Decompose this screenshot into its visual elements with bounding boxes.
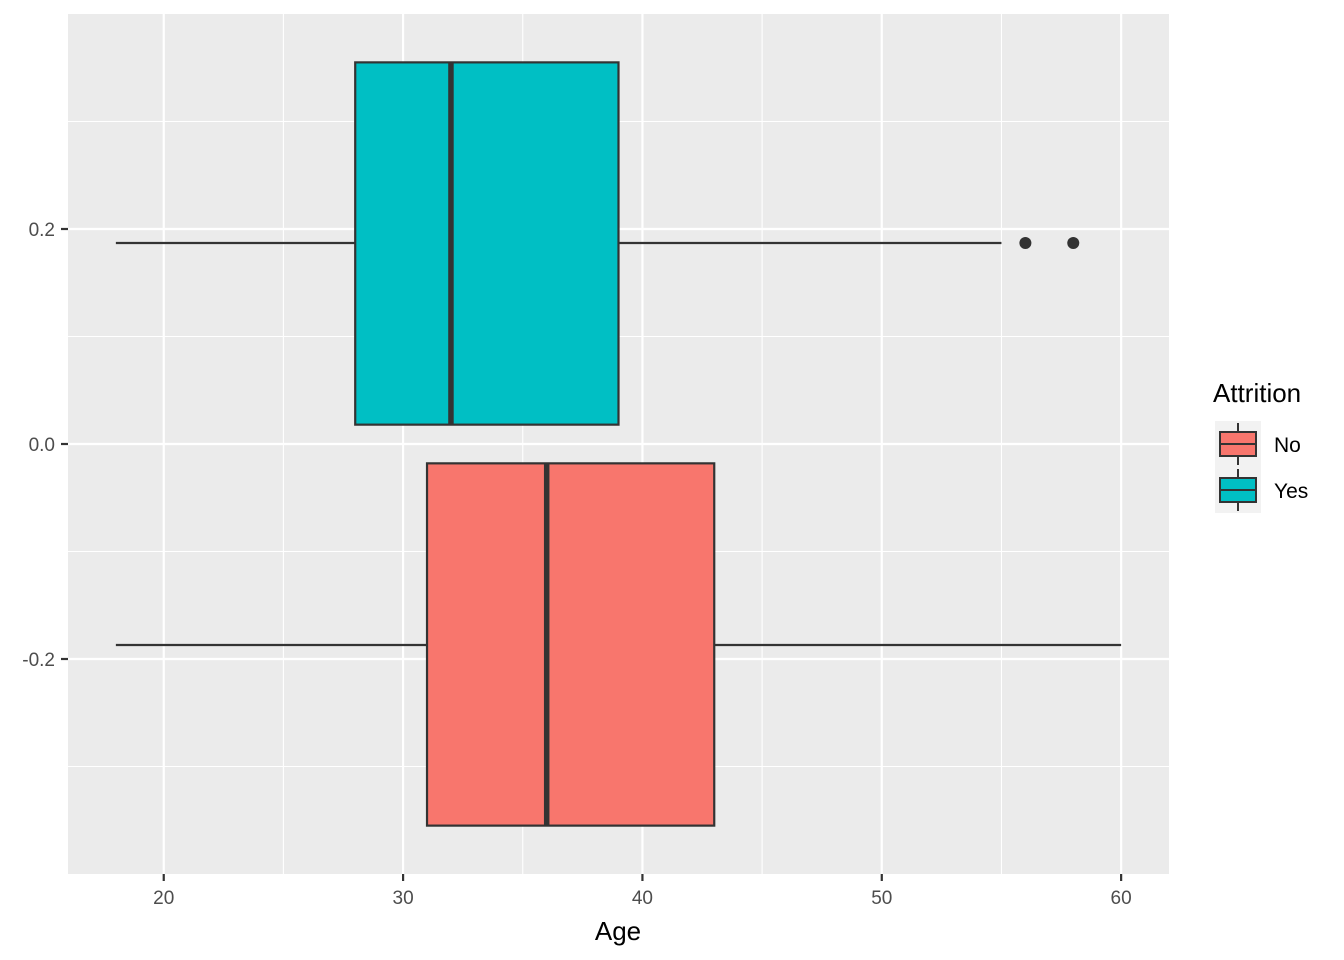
legend-item-yes: Yes <box>1215 467 1308 513</box>
x-tick-label: 60 <box>1111 888 1132 909</box>
legend-item-no: No <box>1215 421 1301 467</box>
legend-title: Attrition <box>1213 378 1301 408</box>
legend-label: Yes <box>1274 480 1308 503</box>
x-axis-title: Age <box>595 916 641 946</box>
y-tick-label: 0.2 <box>29 220 55 241</box>
y-axis: -0.2 0.0 0.2 <box>22 220 68 671</box>
box-body <box>425 462 716 827</box>
x-tick-label: 20 <box>153 888 174 909</box>
x-tick-label: 30 <box>393 888 414 909</box>
box-body <box>354 61 620 426</box>
box-yes <box>115 61 1080 426</box>
box-no <box>115 462 1122 827</box>
legend-label: No <box>1274 434 1301 457</box>
x-axis: 20 30 40 50 60 <box>153 874 1132 909</box>
x-tick-label: 50 <box>871 888 892 909</box>
legend: Attrition No Yes <box>1213 378 1308 513</box>
x-tick-label: 40 <box>632 888 653 909</box>
boxes <box>115 61 1122 827</box>
y-tick-label: 0.0 <box>29 435 55 456</box>
y-tick-label: -0.2 <box>22 650 55 671</box>
outlier-point <box>1019 236 1032 249</box>
outlier-point <box>1067 236 1080 249</box>
